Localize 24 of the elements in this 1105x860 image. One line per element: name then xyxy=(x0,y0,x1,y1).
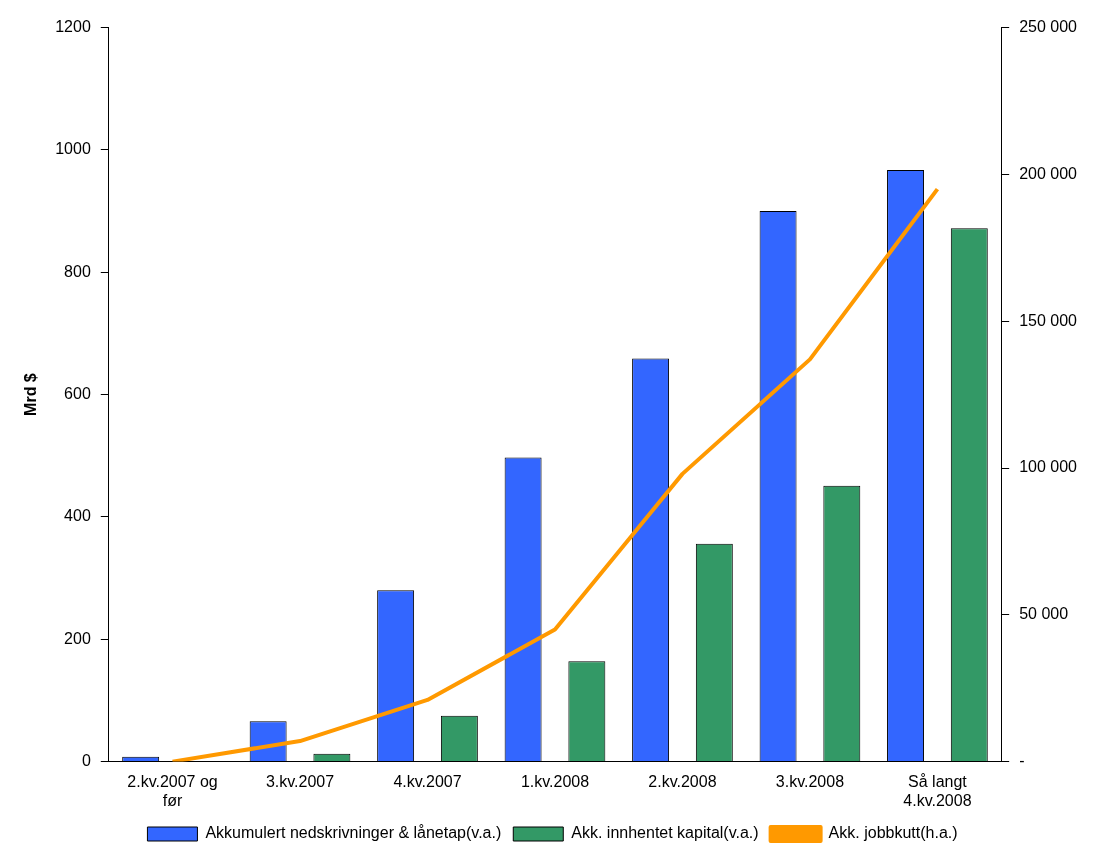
x-tick-label: Så langt 4.kv.2008 xyxy=(903,772,972,809)
legend-label: Akk. jobbkutt(h.a.) xyxy=(828,824,958,842)
x-tick-label: 1.kv.2008 xyxy=(520,772,590,790)
legend-label: Akkumulert nedskrivninger & lånetap(v.a.) xyxy=(205,824,502,842)
y-tick-label: 400 xyxy=(64,507,91,525)
y2-tick-label: 150 000 xyxy=(1019,311,1078,329)
x-tick-label: 4.kv.2007 xyxy=(393,772,462,790)
x-tick-label: 2.kv.2008 xyxy=(648,772,717,790)
x-tick-label: 3.kv.2008 xyxy=(775,772,845,790)
y-tick-label: 1000 xyxy=(55,140,91,158)
y2-tick-label: - xyxy=(1019,752,1025,770)
y-tick-label: 200 xyxy=(64,629,91,647)
y2-tick-label: 100 000 xyxy=(1019,458,1078,476)
y-tick-label: 800 xyxy=(64,262,91,280)
y2-tick-label: 50 000 xyxy=(1019,605,1069,623)
y-axis-title: Mrd $ xyxy=(22,373,40,416)
y-tick-label: 600 xyxy=(64,385,91,403)
legend-label: Akk. innhentet kapital(v.a.) xyxy=(571,824,759,842)
y-tick-label: 1200 xyxy=(55,18,91,36)
x-tick-label: 3.kv.2007 xyxy=(265,772,335,790)
y2-tick-label: 200 000 xyxy=(1019,164,1078,182)
y2-tick-label: 250 000 xyxy=(1019,18,1078,36)
y-tick-label: 0 xyxy=(81,752,91,770)
x-tick-label: 2.kv.2007 og før xyxy=(127,772,218,809)
